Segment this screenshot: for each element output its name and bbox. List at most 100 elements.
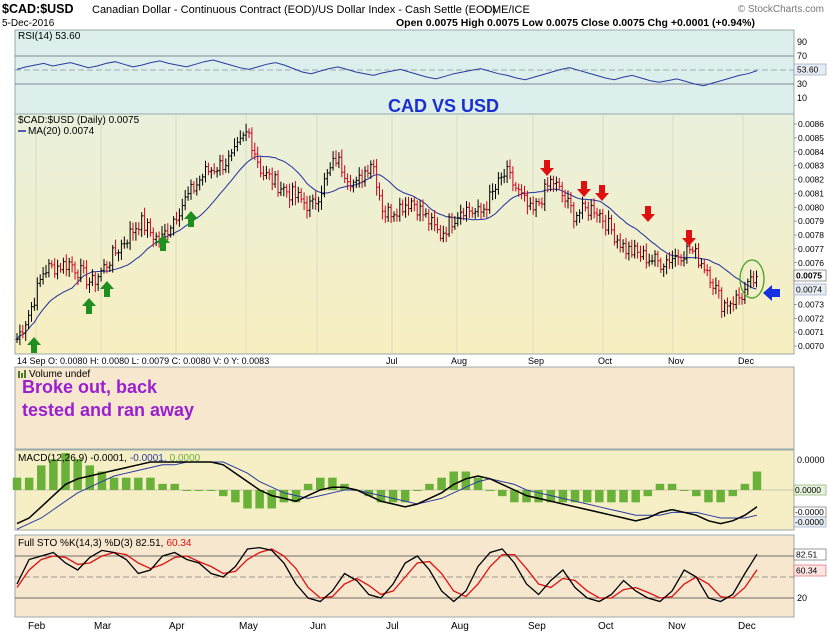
ohlc-bar — [56, 259, 59, 280]
ohlc-bar — [639, 245, 642, 262]
macd-hist-bar — [109, 477, 119, 490]
ohlc-bar — [111, 244, 115, 273]
ohlc-bar — [636, 242, 639, 259]
ohlc-bar — [105, 261, 109, 274]
ohlc-bar — [93, 272, 97, 293]
ohlc-bar — [691, 246, 695, 255]
ohlc-bar — [613, 223, 616, 246]
ohlc-bar — [543, 179, 547, 212]
price-tick-label: 0.0079 — [798, 216, 824, 226]
ohlc-bar — [731, 296, 735, 312]
ohlc-bar — [250, 127, 254, 158]
chart-annotation-title: CAD VS USD — [388, 96, 499, 116]
x-month-may: May — [239, 621, 258, 632]
green-arrow-1 — [27, 337, 41, 353]
macd-hist-bar — [267, 490, 276, 509]
x-month-oct: Oct — [598, 621, 614, 632]
macd-hist-bar — [206, 490, 216, 491]
ohlc-bar — [424, 208, 428, 218]
ohlc-bar — [96, 273, 100, 291]
macd-hist-bar — [243, 490, 252, 509]
ohlc-bar — [175, 211, 178, 225]
ohlc-bar — [59, 263, 62, 273]
ohlc-bar — [697, 242, 700, 269]
ohlc-bar — [497, 172, 500, 195]
ohlc-bar — [154, 232, 158, 247]
ohlc-bar — [47, 259, 51, 278]
ohlc-bar — [27, 309, 30, 330]
ohlc-bar — [212, 163, 216, 175]
macd-hist-bar — [388, 490, 398, 503]
macd-hist-bar — [473, 477, 483, 490]
ohlc-bar — [288, 183, 291, 208]
ohlc-bar — [560, 181, 564, 203]
ohlc-bar — [502, 168, 506, 184]
macd-hist-tag — [793, 484, 827, 496]
red-arrow-3 — [595, 185, 609, 201]
ohlc-bar — [607, 210, 610, 235]
month-gridlines — [35, 114, 744, 354]
price-tick-label: 0.0077 — [798, 244, 824, 254]
ohlc-bar — [294, 181, 297, 206]
ma-current-tag-text: 0.0074 — [796, 285, 822, 295]
ohlc-bar — [343, 165, 347, 184]
ohlc-bar — [143, 207, 146, 236]
ohlc-bar — [238, 130, 242, 146]
ohlc-bar — [366, 164, 370, 178]
ohlc-bar — [15, 333, 19, 343]
ohlc-bar — [38, 274, 42, 288]
ohlc-bar — [195, 177, 199, 196]
ohlc-bar — [439, 224, 442, 242]
price-tick-label: 0.0086 — [798, 119, 824, 129]
ohlc-bar — [720, 287, 724, 318]
ohlc-bar — [169, 225, 173, 238]
rsi-tick-70: 70 — [797, 51, 807, 61]
price-current-tag-text: 0.0075 — [796, 271, 822, 281]
macd-hist-bar — [643, 490, 653, 497]
macd-hist-bar — [328, 477, 337, 490]
ohlc-bar — [44, 264, 48, 278]
ohlc-bar — [494, 184, 497, 200]
ohlc-bar — [369, 160, 373, 179]
ohlc-bar — [401, 199, 405, 216]
macd-hist-bar — [485, 490, 495, 491]
macd-hist-bar — [24, 477, 34, 490]
ohlc-bar — [241, 131, 245, 142]
ohlc-bar — [262, 165, 265, 181]
ohlc-bar — [256, 146, 260, 168]
ohlc-bar — [642, 245, 645, 260]
ohlc-bar — [476, 199, 480, 217]
price-tick-label: 0.0081 — [798, 188, 824, 198]
ohlc-bar — [102, 259, 106, 274]
ohlc-bar — [581, 196, 584, 220]
month-label-aug: Aug — [451, 356, 467, 366]
sto-tick-20: 20 — [797, 593, 807, 603]
ohlc-bar — [717, 280, 721, 299]
ohlc-bar — [624, 237, 628, 260]
chart-date: 5-Dec-2016 — [2, 18, 55, 29]
ohlc-bar — [273, 171, 277, 188]
ma-series-label: MA(20) 0.0074 — [28, 126, 95, 137]
green-arrow-3 — [100, 281, 114, 297]
ohlc-bar — [601, 208, 605, 229]
ohlc-bar — [317, 196, 320, 212]
ohlc-bar — [441, 225, 445, 243]
ohlc-bar — [653, 250, 657, 267]
ohlc-bar — [163, 223, 167, 239]
month-label-oct: Oct — [598, 356, 613, 366]
ohlc-bar — [334, 150, 338, 167]
sto-k-line — [16, 546, 758, 603]
macd-hist-bar — [73, 459, 82, 490]
macd-hist-bar — [679, 490, 689, 491]
macd-hist-bar — [37, 465, 46, 490]
ohlc-bar — [259, 157, 262, 178]
ohlc-bar — [482, 203, 486, 218]
ohlc-bar — [85, 260, 88, 290]
macd-hist-bar — [182, 490, 192, 491]
macd-hist-bar — [316, 477, 325, 490]
breakout-circle — [739, 259, 765, 299]
ohlc-bar — [589, 199, 593, 221]
rsi-tick-90: 90 — [797, 37, 807, 47]
x-month-dec: Dec — [738, 621, 756, 632]
